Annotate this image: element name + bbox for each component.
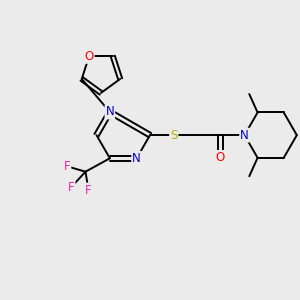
Text: O: O	[85, 50, 94, 63]
Text: F: F	[68, 181, 74, 194]
Text: S: S	[170, 129, 178, 142]
Text: N: N	[132, 152, 141, 165]
Text: N: N	[106, 106, 114, 118]
Text: F: F	[85, 184, 92, 196]
Text: N: N	[240, 129, 249, 142]
Text: O: O	[215, 151, 225, 164]
Text: F: F	[64, 160, 70, 173]
